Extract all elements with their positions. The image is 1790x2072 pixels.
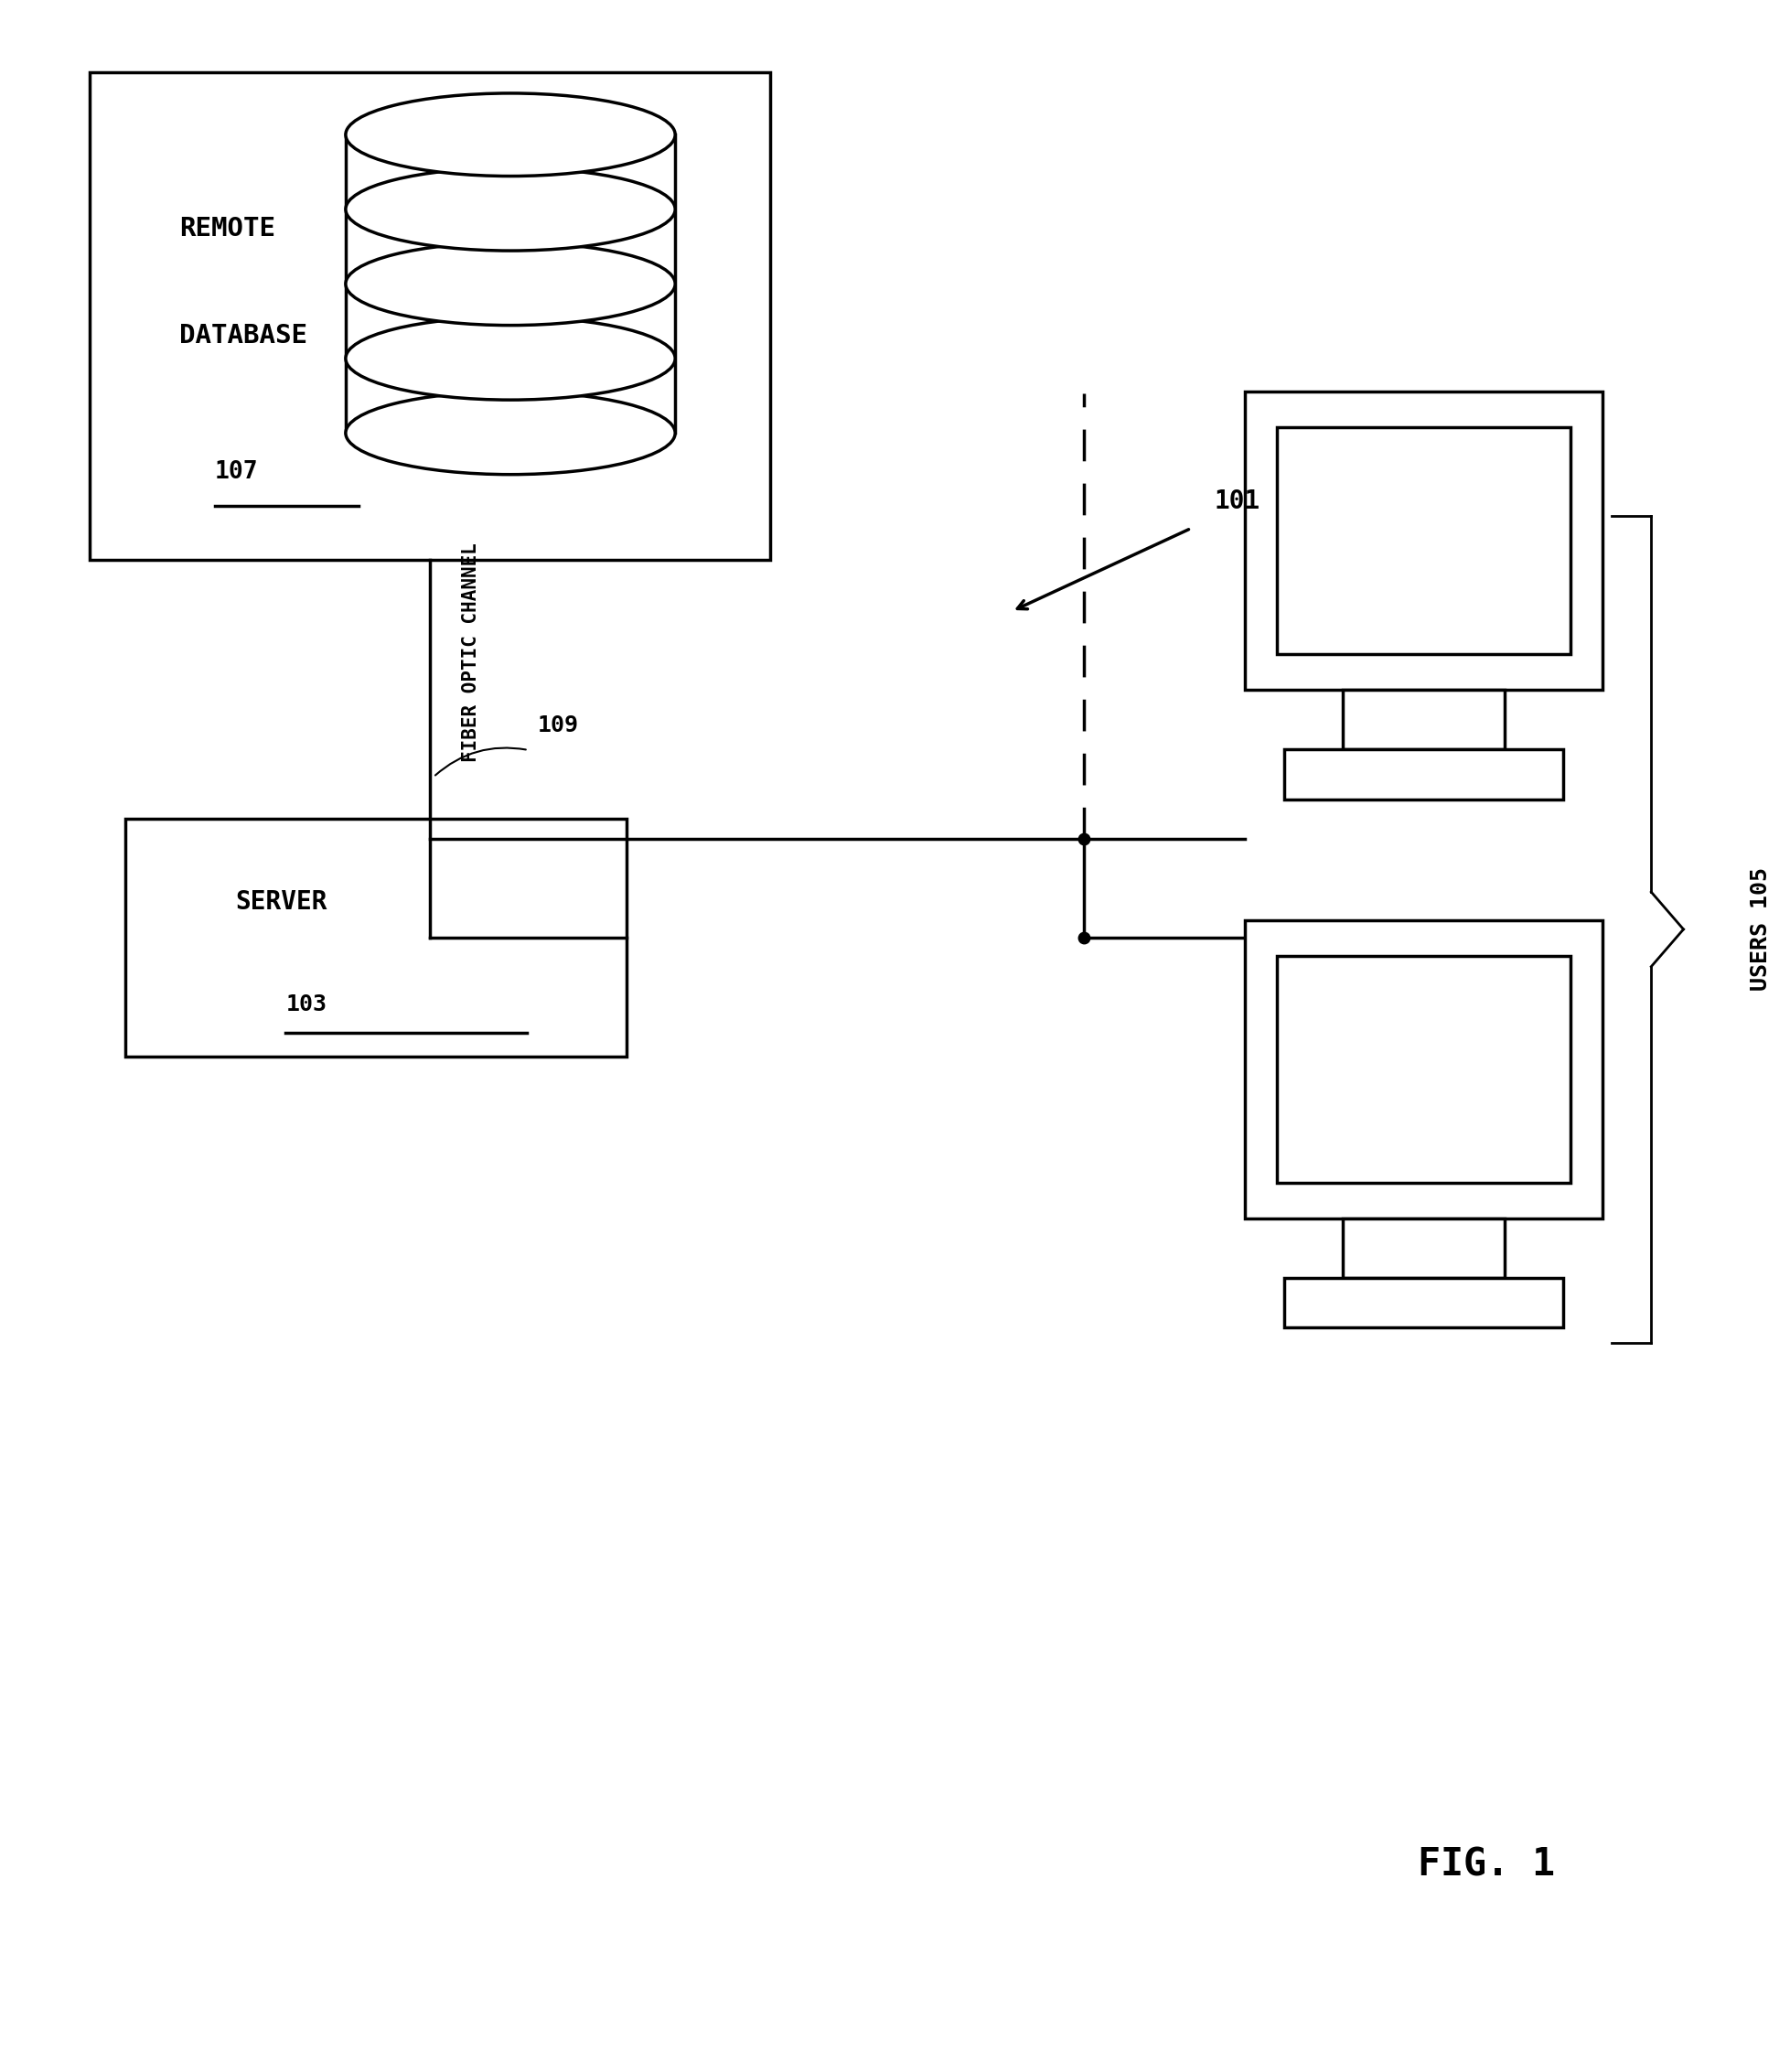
Bar xyxy=(345,358,675,433)
Ellipse shape xyxy=(345,168,675,251)
Bar xyxy=(1276,955,1570,1183)
Text: FIG. 1: FIG. 1 xyxy=(1418,1846,1554,1883)
Bar xyxy=(1342,690,1504,750)
Ellipse shape xyxy=(345,93,675,176)
Text: DATABASE: DATABASE xyxy=(179,323,308,348)
Bar xyxy=(1244,920,1602,1218)
Bar xyxy=(90,73,770,559)
Bar xyxy=(1283,1278,1563,1328)
Bar xyxy=(345,135,675,209)
Text: 107: 107 xyxy=(215,460,258,483)
Bar xyxy=(345,284,675,358)
Text: FIBER OPTIC CHANNEL: FIBER OPTIC CHANNEL xyxy=(462,543,480,762)
Text: 103: 103 xyxy=(286,992,328,1015)
Text: REMOTE: REMOTE xyxy=(179,215,276,240)
Bar xyxy=(1276,427,1570,655)
Bar xyxy=(1244,392,1602,690)
Text: SERVER: SERVER xyxy=(236,889,328,914)
Bar xyxy=(125,818,626,1057)
Text: USERS 105: USERS 105 xyxy=(1749,868,1770,990)
Bar xyxy=(345,209,675,284)
Bar xyxy=(1342,1218,1504,1278)
Ellipse shape xyxy=(345,317,675,400)
Ellipse shape xyxy=(345,392,675,474)
Text: 101: 101 xyxy=(1214,489,1260,514)
Ellipse shape xyxy=(345,242,675,325)
Text: 109: 109 xyxy=(537,715,578,736)
Bar xyxy=(1283,750,1563,800)
